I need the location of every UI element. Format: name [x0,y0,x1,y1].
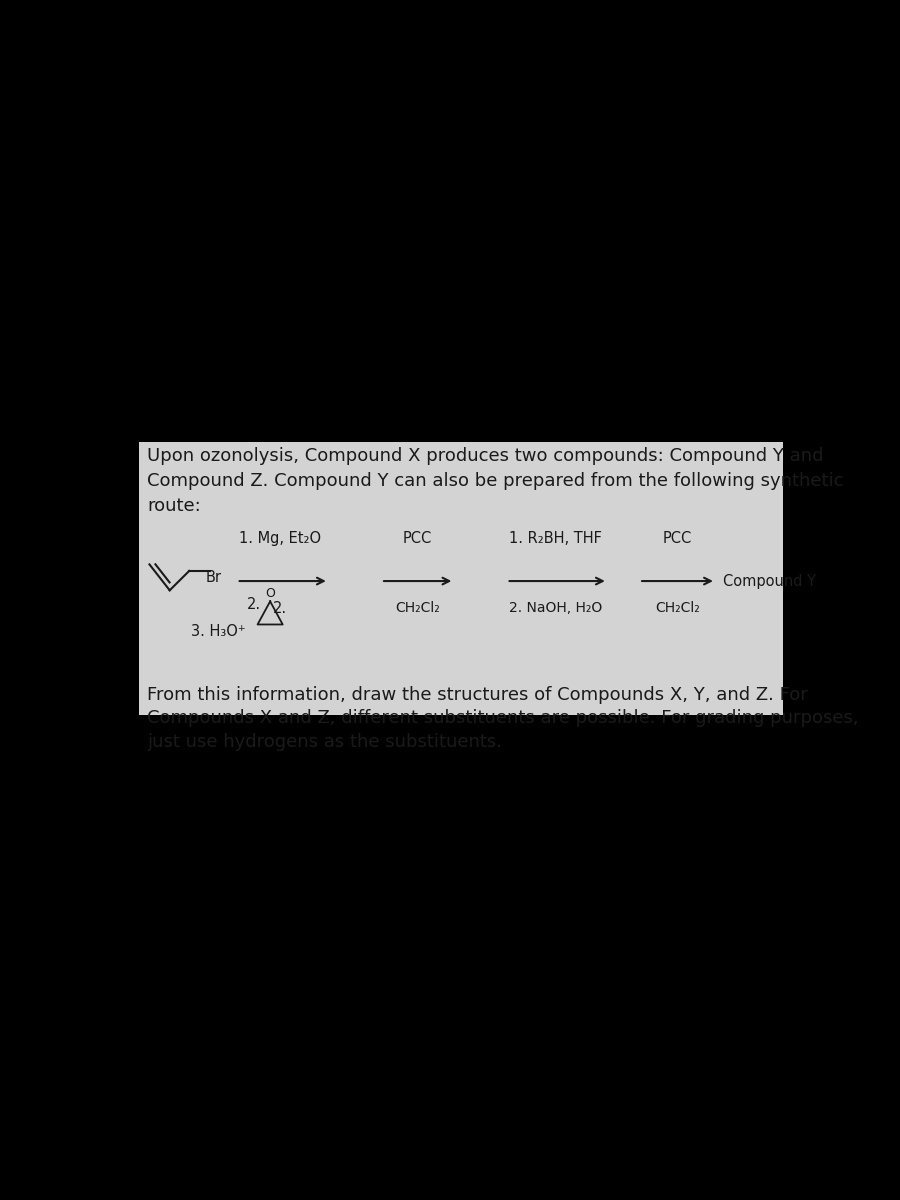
Text: just use hydrogens as the substituents.: just use hydrogens as the substituents. [148,732,502,750]
Text: CH₂Cl₂: CH₂Cl₂ [395,601,440,616]
Text: 3. H₃O⁺: 3. H₃O⁺ [192,624,246,640]
Text: O: O [266,587,275,600]
Text: Compounds X and Z, different substituents are possible. For grading purposes,: Compounds X and Z, different substituent… [148,709,859,727]
Text: Compound Y: Compound Y [723,574,815,588]
Text: PCC: PCC [402,530,432,546]
Text: Compound Z. Compound Y can also be prepared from the following synthetic: Compound Z. Compound Y can also be prepa… [148,472,844,490]
Text: From this information, draw the structures of Compounds X, Y, and Z. For: From this information, draw the structur… [148,686,808,704]
Text: 2.: 2. [247,596,260,612]
Text: 1. Mg, Et₂O: 1. Mg, Et₂O [238,530,321,546]
FancyBboxPatch shape [139,443,784,715]
Text: 1. R₂BH, THF: 1. R₂BH, THF [509,530,602,546]
Text: Upon ozonolysis, Compound X produces two compounds: Compound Y and: Upon ozonolysis, Compound X produces two… [148,448,824,466]
Text: route:: route: [148,497,201,515]
Text: 2.: 2. [273,601,287,617]
Text: PCC: PCC [662,530,692,546]
Text: Br: Br [205,570,221,584]
Text: 2. NaOH, H₂O: 2. NaOH, H₂O [508,601,602,616]
Text: CH₂Cl₂: CH₂Cl₂ [655,601,700,616]
